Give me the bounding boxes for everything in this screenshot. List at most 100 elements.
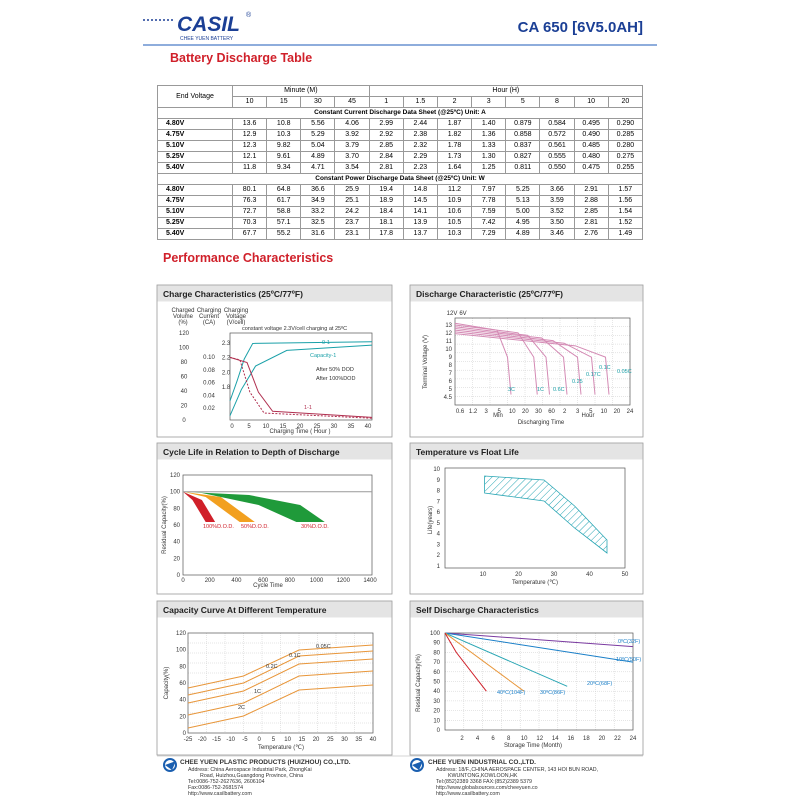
y-tick-label: 6 xyxy=(449,379,453,385)
cell: 18.1 xyxy=(368,217,404,229)
x-tick-label: 10 xyxy=(263,424,270,430)
y-tick-label: 80 xyxy=(173,506,180,512)
y-tick-label: 20 xyxy=(181,404,188,410)
curve-label: Capacity-1 xyxy=(310,353,336,359)
cell: 0.280 xyxy=(607,140,644,152)
end-voltage: 5.10V xyxy=(157,140,233,152)
cell: 9.34 xyxy=(266,162,302,174)
column-header: 20 xyxy=(607,96,644,108)
brand-logo: CASIL xyxy=(177,13,240,36)
curve-label: 0.05C xyxy=(617,369,632,375)
cell: 1.30 xyxy=(471,151,507,163)
curve xyxy=(444,632,634,648)
x-tick-label: 2 xyxy=(460,736,464,742)
curve-area xyxy=(183,491,255,522)
company-name: CHEE YUEN PLASTIC PRODUCTS (HUIZHOU) CO.… xyxy=(180,759,351,766)
data-row: 5.10V 72.7 58.8 33.2 24.2 18.4 14.1 10.6 7.59 5.0… xyxy=(157,206,644,218)
cell: 4.89 xyxy=(505,228,541,240)
panel-frame xyxy=(156,442,393,595)
y-tick-label: 70 xyxy=(433,660,440,666)
curve-label: 0-1 xyxy=(322,340,330,346)
section-row: Constant Current Discharge Data Sheet (@… xyxy=(157,107,643,119)
cell: 2.84 xyxy=(368,151,404,163)
end-voltage: 4.80V xyxy=(157,118,233,130)
cell: 72.7 xyxy=(231,206,268,218)
x-tick-label: 12 xyxy=(536,736,543,742)
cell: 0.837 xyxy=(505,140,541,152)
curve-label: 0.25 xyxy=(572,379,583,385)
cell: 80.1 xyxy=(231,184,268,196)
x-tick-label: 40 xyxy=(586,572,593,578)
end-voltage: 5.25V xyxy=(157,151,233,163)
footer: CHEE YUEN PLASTIC PRODUCTS (HUIZHOU) CO.… xyxy=(180,759,598,797)
column-header: 2 xyxy=(436,96,473,108)
axis-label: Residual Capacity(%) xyxy=(416,654,422,712)
cell: 25.1 xyxy=(334,195,370,207)
y-tick-label: 0.06 xyxy=(203,381,215,387)
cell: 7.97 xyxy=(471,184,507,196)
curve-label: After 100%DOD xyxy=(316,376,355,382)
column-header: 3 xyxy=(471,96,507,108)
company-line: Address: China Aerospace Industrial Park… xyxy=(188,767,312,773)
panel-header xyxy=(157,285,392,302)
curve-label: 0ºC(32F) xyxy=(618,638,640,645)
panel-frame xyxy=(156,600,393,756)
curve-label: 0.1C xyxy=(289,653,301,659)
x-tick-label: 20 xyxy=(313,737,320,743)
cell: 1.57 xyxy=(607,184,644,196)
cell: 18.9 xyxy=(368,195,404,207)
x-tick-label: 30 xyxy=(535,409,542,415)
x-tick-label: 3 xyxy=(576,409,580,415)
section-heading: Constant Current Discharge Data Sheet (@… xyxy=(157,107,643,119)
curve-label: 50%D.O.D. xyxy=(241,524,269,530)
y-tick-label: 4 xyxy=(437,532,441,538)
cell: 17.8 xyxy=(368,228,404,240)
cell: 1.54 xyxy=(607,206,644,218)
x-tick-label: 25 xyxy=(327,737,334,743)
y-tick-label: 20 xyxy=(433,709,440,715)
x-tick-label: 10 xyxy=(284,737,291,743)
cell: 0.811 xyxy=(505,162,541,174)
axis-label: Hour xyxy=(581,413,594,419)
panel-title: Capacity Curve At Different Temperature xyxy=(163,605,327,615)
column-header: 45 xyxy=(334,96,370,108)
cell: 0.858 xyxy=(505,129,541,141)
cell: 34.9 xyxy=(300,195,336,207)
cell: 1.64 xyxy=(436,162,473,174)
cell: 18.4 xyxy=(368,206,404,218)
cell: 11.2 xyxy=(436,184,473,196)
curve xyxy=(444,632,634,663)
cell: 2.91 xyxy=(573,184,609,196)
end-voltage: 5.10V xyxy=(157,206,233,218)
axis-label: (%) xyxy=(178,320,187,326)
axis-label: Current xyxy=(199,314,219,320)
axis-label: Charged xyxy=(171,308,194,314)
cell: 1.56 xyxy=(607,195,644,207)
end-voltage: 4.75V xyxy=(157,129,233,141)
cell: 5.00 xyxy=(505,206,541,218)
x-tick-label: 20 xyxy=(297,424,304,430)
cell: 7.78 xyxy=(471,195,507,207)
end-voltage: 5.40V xyxy=(157,162,233,174)
cell: 0.584 xyxy=(539,118,575,130)
company-line: Tel:(852)2389 3368 FAX:(852)2389 5379 xyxy=(436,779,532,785)
curve xyxy=(229,356,373,419)
cell: 36.6 xyxy=(300,184,336,196)
y-tick-label: 0 xyxy=(437,728,441,734)
cell: 14.1 xyxy=(402,206,438,218)
curve xyxy=(187,658,374,704)
cell: 1.82 xyxy=(436,129,473,141)
column-header: 5 xyxy=(505,96,541,108)
cell: 4.95 xyxy=(505,217,541,229)
cell: 70.3 xyxy=(231,217,268,229)
company-line: Tel:0086-752-2627636, 2606104 xyxy=(188,779,265,785)
x-tick-label: -15 xyxy=(212,737,221,743)
y-tick-label: 100 xyxy=(179,346,190,352)
axis-label: Charging xyxy=(197,308,221,314)
brand-sub: CHEE YUEN BATTERY xyxy=(180,36,234,42)
curve-label: 3C xyxy=(508,387,515,393)
cell: 2.99 xyxy=(368,118,404,130)
y-tick-label: 60 xyxy=(433,670,440,676)
cell: 1.78 xyxy=(436,140,473,152)
cell: 2.44 xyxy=(402,118,438,130)
